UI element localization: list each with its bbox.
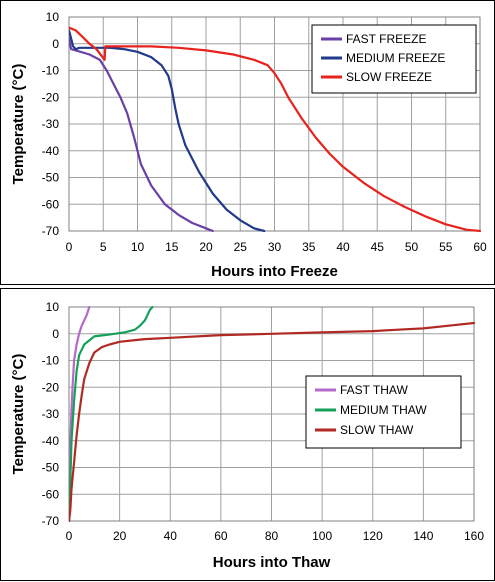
legend-label-medium-thaw: MEDIUM THAW bbox=[340, 403, 427, 417]
y-tick-label: -20 bbox=[42, 380, 60, 394]
x-tick-label: 30 bbox=[268, 240, 282, 254]
y-axis-title: Temperature (°C) bbox=[10, 64, 27, 185]
legend-label-fast-thaw: FAST THAW bbox=[340, 383, 408, 397]
x-tick-label: 0 bbox=[66, 529, 73, 543]
x-tick-label: 140 bbox=[413, 529, 433, 543]
legend-label-slow-thaw: SLOW THAW bbox=[340, 423, 414, 437]
x-tick-label: 35 bbox=[302, 240, 316, 254]
series-line-slow-thaw bbox=[69, 321, 475, 522]
y-tick-label: -60 bbox=[42, 487, 60, 501]
y-tick-label: -40 bbox=[42, 144, 60, 158]
x-tick-label: 60 bbox=[214, 529, 228, 543]
y-tick-label: -30 bbox=[42, 117, 60, 131]
legend-label-slow-freeze: SLOW FREEZE bbox=[346, 70, 432, 84]
y-tick-label: -50 bbox=[42, 171, 60, 185]
x-tick-label: 50 bbox=[405, 240, 419, 254]
y-tick-label: -40 bbox=[42, 434, 60, 448]
x-tick-label: 100 bbox=[312, 529, 332, 543]
x-tick-label: 80 bbox=[265, 529, 279, 543]
x-tick-label: 45 bbox=[371, 240, 385, 254]
freeze-chart-panel: 10 0 -10 -20 -30 -40 -50 -60 -70 0 5 10 15 20 25 30 35 40… bbox=[0, 0, 495, 285]
y-tick-label: -10 bbox=[42, 354, 60, 368]
x-tick-label: 40 bbox=[336, 240, 350, 254]
freeze-chart: 10 0 -10 -20 -30 -40 -50 -60 -70 0 5 10 15 20 25 30 35 40… bbox=[10, 10, 487, 280]
y-tick-label: -60 bbox=[42, 197, 60, 211]
x-tick-label: 10 bbox=[131, 240, 145, 254]
y-tick-label: 0 bbox=[52, 37, 59, 51]
y-tick-label: -20 bbox=[42, 90, 60, 104]
x-tick-label: 40 bbox=[164, 529, 178, 543]
x-tick-label: 20 bbox=[199, 240, 213, 254]
legend-label-medium-freeze: MEDIUM FREEZE bbox=[346, 51, 445, 65]
x-tick-label: 60 bbox=[473, 240, 487, 254]
x-tick-label: 160 bbox=[464, 529, 484, 543]
x-tick-label: 0 bbox=[66, 240, 73, 254]
legend-label-fast-freeze: FAST FREEZE bbox=[346, 32, 426, 46]
plot-frame bbox=[68, 16, 481, 232]
x-tick-label: 20 bbox=[113, 529, 127, 543]
x-tick-label: 55 bbox=[439, 240, 453, 254]
series-line-slow-freeze bbox=[69, 26, 481, 232]
y-tick-label: -70 bbox=[42, 224, 60, 238]
series-line-medium-thaw bbox=[69, 306, 154, 522]
plot-frame bbox=[68, 306, 475, 522]
y-axis-title: Temperature (°C) bbox=[10, 354, 27, 475]
y-tick-label: -10 bbox=[42, 64, 60, 78]
series-line-fast-freeze bbox=[69, 37, 214, 232]
y-tick-label: 0 bbox=[52, 327, 59, 341]
y-tick-label: 10 bbox=[46, 10, 60, 24]
x-axis-title: Hours into Thaw bbox=[213, 554, 331, 571]
y-tick-label: -70 bbox=[42, 514, 60, 528]
thaw-chart: 100-10-20-30-40-50-60-700 20 40 60 80 100 120 1… bbox=[10, 300, 484, 571]
y-tick-label: -30 bbox=[42, 407, 60, 421]
x-tick-label: 5 bbox=[100, 240, 107, 254]
x-tick-label: 15 bbox=[165, 240, 179, 254]
y-tick-label: -50 bbox=[42, 461, 60, 475]
x-tick-label: 25 bbox=[234, 240, 248, 254]
x-tick-label: 120 bbox=[363, 529, 383, 543]
thaw-chart-panel: 10 0 -10 -20 -30 -40 -50 -60 -70 0 20 40 60 80 100 120 1… bbox=[0, 288, 495, 581]
legend-box bbox=[305, 375, 462, 449]
y-tick-label: 10 bbox=[46, 300, 60, 314]
x-axis-title: Hours into Freeze bbox=[211, 263, 338, 280]
series-line-medium-freeze bbox=[69, 29, 266, 232]
